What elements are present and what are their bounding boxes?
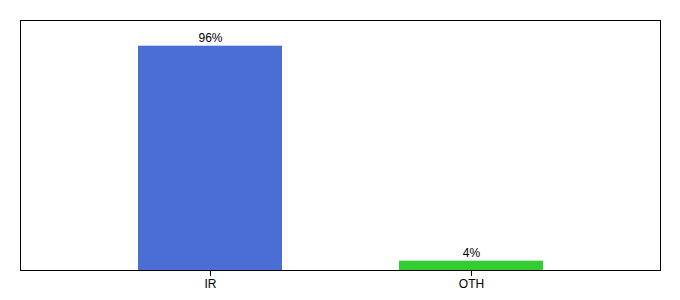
svg-text:96%: 96% bbox=[198, 31, 222, 45]
svg-text:OTH: OTH bbox=[459, 277, 484, 291]
svg-text:IR: IR bbox=[205, 277, 217, 291]
svg-text:4%: 4% bbox=[463, 246, 481, 260]
